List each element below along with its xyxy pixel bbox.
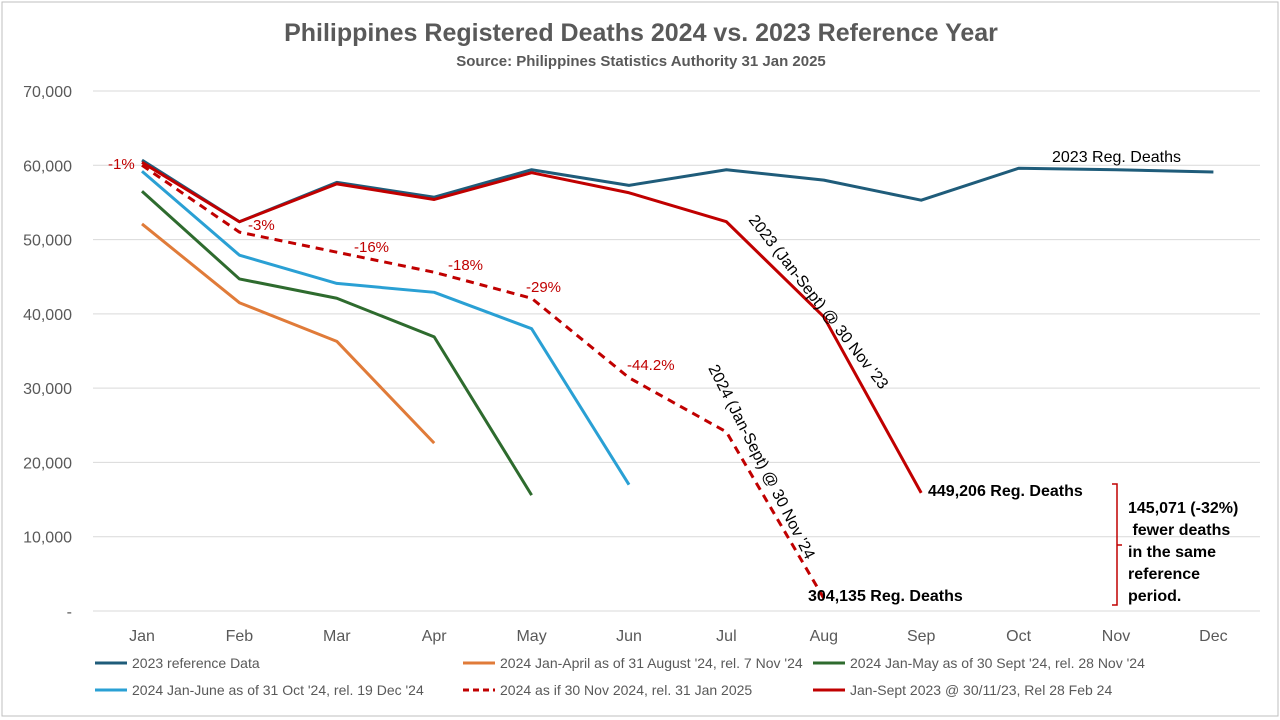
x-tick-label: Apr	[422, 628, 448, 645]
x-tick-label: Nov	[1102, 628, 1130, 645]
x-tick-label: Jun	[616, 628, 642, 645]
legend-label: 2024 Jan-April as of 31 August '24, rel.…	[500, 655, 803, 671]
pct-label: -16%	[354, 239, 389, 256]
y-tick-label: 30,000	[23, 381, 72, 398]
y-tick-label: 20,000	[23, 455, 72, 472]
x-tick-label: May	[516, 628, 546, 645]
x-tick-label: Oct	[1006, 628, 1031, 645]
y-tick-label: 40,000	[23, 307, 72, 324]
y-tick-label: 70,000	[23, 84, 72, 101]
difference-bracket	[1112, 483, 1122, 606]
x-tick-label: Feb	[226, 628, 254, 645]
legend-label: 2024 as if 30 Nov 2024, rel. 31 Jan 2025	[500, 682, 752, 698]
series-line	[141, 164, 826, 600]
chart-title: Philippines Registered Deaths 2024 vs. 2…	[284, 19, 998, 47]
pct-label: -18%	[448, 257, 483, 274]
pct-label: -29%	[526, 279, 561, 296]
ref-series-label: 2023 Reg. Deaths	[1052, 149, 1181, 166]
total-2023-label: 449,206 Reg. Deaths	[928, 483, 1083, 500]
legend-label: Jan-Sept 2023 @ 30/11/23, Rel 28 Feb 24	[850, 682, 1112, 698]
x-tick-label: Sep	[907, 628, 936, 645]
difference-text: 145,071 (-32%)	[1128, 500, 1238, 517]
difference-text: reference	[1128, 566, 1200, 583]
series-line	[141, 170, 631, 486]
x-tick-label: Dec	[1199, 628, 1227, 645]
legend-label: 2024 Jan-May as of 30 Sept '24, rel. 28 …	[850, 655, 1145, 671]
difference-text: in the same	[1128, 544, 1216, 561]
x-tick-label: Aug	[810, 628, 838, 645]
legend-label: 2024 Jan-June as of 31 Oct '24, rel. 19 …	[132, 682, 424, 698]
pct-label: -3%	[248, 217, 275, 234]
chart-subtitle: Source: Philippines Statistics Authority…	[456, 53, 826, 70]
y-tick-label: 60,000	[23, 158, 72, 175]
y-tick-label: 50,000	[23, 233, 72, 250]
y-tick-label: 10,000	[23, 530, 72, 547]
difference-text: fewer deaths	[1128, 522, 1230, 539]
y-tick-label: -	[67, 604, 72, 621]
x-tick-label: Jan	[129, 628, 155, 645]
legend-label: 2023 reference Data	[132, 655, 260, 671]
pct-label: -44.2%	[627, 357, 675, 374]
x-tick-label: Mar	[323, 628, 351, 645]
difference-text: period.	[1128, 588, 1181, 605]
total-2024-label: 304,135 Reg. Deaths	[808, 588, 963, 605]
x-tick-label: Jul	[716, 628, 736, 645]
series-line	[141, 222, 436, 445]
pct-label: -1%	[108, 156, 135, 173]
